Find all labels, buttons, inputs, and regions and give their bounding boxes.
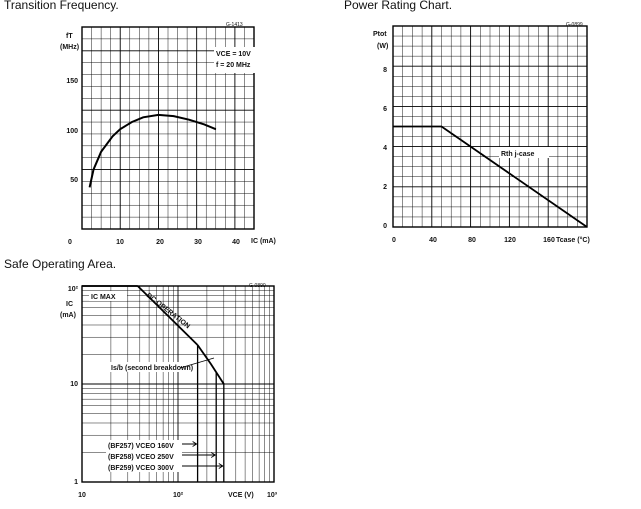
x-axis-label: Tcase (°C): [556, 236, 590, 244]
vceo-arrow-0: [182, 441, 198, 447]
rth-curve-label: Rth j-case: [501, 151, 535, 158]
y-tick-2: 2: [383, 184, 387, 191]
power-title: Power Rating Chart.: [344, 0, 453, 12]
y-tick-0: 0: [383, 223, 387, 230]
soa-series-2: [196, 344, 225, 385]
figure-code: G-1413: [226, 22, 243, 28]
second-breakdown-label: Is/b (second breakdown): [111, 365, 193, 372]
y-tick-100: 10²: [68, 286, 79, 293]
transition-frequency-chart: G-1413 fT (MHz) IC (mA) VCE = 10V f = 20…: [60, 22, 276, 246]
y-axis-unit: (mA): [60, 312, 76, 319]
x-tick-0: 0: [392, 237, 396, 244]
figure-code: G-0899: [566, 22, 583, 28]
conditions-box: [214, 47, 256, 73]
vceo-bf257: (BF257) VCEO 160V: [108, 443, 174, 450]
grid: [82, 27, 254, 229]
y-tick-100: 100: [66, 128, 78, 135]
x-tick-40: 40: [232, 239, 240, 246]
x-tick-1000: 10³: [267, 492, 278, 499]
vceo-labels-bg: [106, 440, 182, 472]
x-tick-120: 120: [504, 237, 516, 244]
y-tick-8: 8: [383, 67, 387, 74]
x-tick-10: 10: [78, 492, 86, 499]
y-axis-unit: (W): [377, 43, 388, 50]
dc-operation-label: DC OPERATION: [145, 292, 191, 330]
x-tick-30: 30: [194, 239, 202, 246]
vceo-bf258: (BF258) VCEO 250V: [108, 454, 174, 461]
condition-vce: VCE = 10V: [216, 51, 251, 58]
y-tick-150: 150: [66, 78, 78, 85]
icmax-label-bg: [89, 291, 127, 301]
vceo-bf259: (BF259) VCEO 300V: [108, 465, 174, 472]
soa-title: Safe Operating Area.: [4, 257, 117, 271]
x-tick-0: 0: [68, 239, 72, 246]
x-tick-100: 10²: [173, 492, 184, 499]
soa-curves: [82, 285, 225, 482]
y-tick-1: 1: [74, 479, 78, 486]
x-axis-label: IC (mA): [251, 238, 276, 245]
y-tick-10: 10: [70, 381, 78, 388]
x-tick-80: 80: [468, 237, 476, 244]
y-axis-label: fT: [66, 33, 73, 40]
soa-series-1: [137, 285, 199, 346]
ic-max-label: IC MAX: [91, 294, 116, 301]
x-tick-160: 160: [543, 237, 555, 244]
x-tick-40: 40: [429, 237, 437, 244]
x-tick-10: 10: [116, 239, 124, 246]
transition-title: Transition Frequency.: [4, 0, 119, 12]
safe-operating-area-chart: G-0890 IC (mA) VCE (V) 10² 10 1 10 10² 1…: [60, 283, 278, 499]
curve-label-bg: [499, 147, 549, 158]
figure-code: G-0890: [249, 283, 266, 289]
y-axis-label: IC: [66, 301, 73, 308]
vceo-arrow-2: [182, 463, 224, 469]
y-axis-label: Ptot: [373, 31, 387, 38]
power-rating-chart: G-0899 Ptot (W) Tcase (°C) 8 6 4 2 0 0 4…: [373, 22, 590, 244]
x-axis-label: VCE (V): [228, 492, 254, 499]
y-tick-6: 6: [383, 106, 387, 113]
power-derating-curve: [393, 125, 588, 228]
ft-curve: [88, 113, 217, 188]
sb-label-bg: [109, 362, 179, 372]
y-tick-50: 50: [70, 177, 78, 184]
x-tick-20: 20: [156, 239, 164, 246]
plot-frame: [81, 26, 255, 230]
y-axis-unit: (MHz): [60, 44, 79, 51]
condition-f: f = 20 MHz: [216, 62, 251, 69]
vceo-arrow-1: [182, 452, 217, 458]
plot-frame: [81, 285, 275, 483]
y-tick-4: 4: [383, 145, 387, 152]
